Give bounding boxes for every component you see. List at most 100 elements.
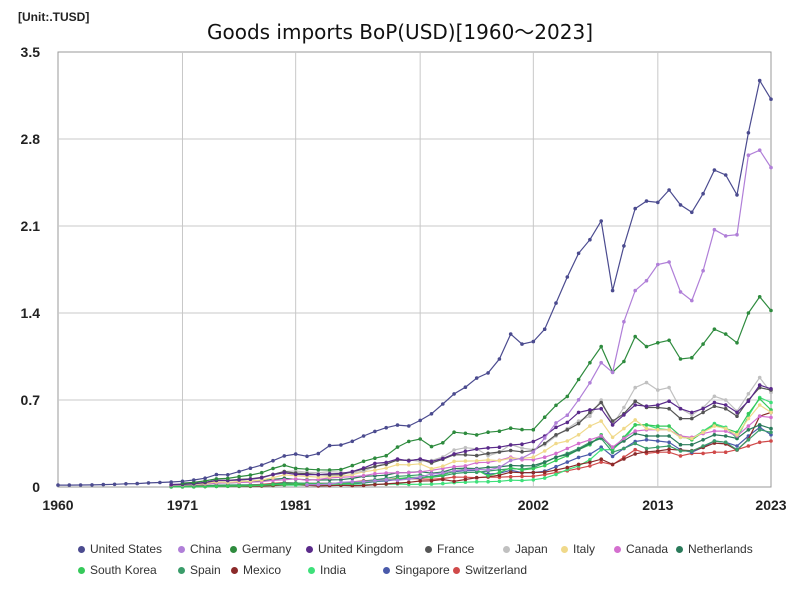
data-point-italy bbox=[418, 462, 423, 466]
data-point-united-states bbox=[248, 466, 253, 471]
data-point-united-kingdom bbox=[339, 471, 343, 476]
data-point-singapore bbox=[599, 445, 603, 450]
data-point-china bbox=[531, 450, 536, 454]
data-point-mexico bbox=[588, 460, 592, 465]
data-point-canada bbox=[373, 471, 377, 476]
data-point-united-states bbox=[180, 479, 185, 484]
data-point-united-states bbox=[226, 473, 230, 477]
data-point-germany bbox=[757, 295, 762, 299]
data-point-italy bbox=[769, 410, 773, 415]
data-point-italy bbox=[384, 466, 389, 470]
data-point-mexico bbox=[576, 462, 581, 467]
data-point-japan bbox=[723, 398, 728, 402]
data-point-italy bbox=[486, 458, 490, 462]
data-point-italy bbox=[701, 430, 705, 435]
data-point-united-kingdom bbox=[463, 449, 468, 454]
data-point-united-states bbox=[169, 480, 173, 484]
legend-item-south-korea: South Korea bbox=[78, 563, 157, 577]
data-point-india bbox=[542, 476, 547, 480]
data-point-united-states bbox=[622, 244, 626, 248]
data-point-singapore bbox=[769, 433, 773, 437]
legend-label: Japan bbox=[515, 542, 548, 556]
data-point-china bbox=[418, 475, 423, 479]
data-point-germany bbox=[701, 342, 705, 346]
data-point-china bbox=[520, 456, 524, 461]
data-point-switzerland bbox=[667, 450, 671, 455]
series-germany bbox=[180, 295, 773, 485]
data-point-germany bbox=[678, 357, 683, 361]
data-point-india bbox=[418, 482, 423, 487]
data-point-china bbox=[373, 479, 377, 483]
data-point-spain bbox=[644, 446, 649, 451]
data-point-france bbox=[554, 433, 558, 437]
data-point-united-states bbox=[124, 482, 128, 486]
data-point-italy bbox=[576, 433, 581, 437]
data-point-united-states bbox=[90, 483, 94, 487]
data-point-india bbox=[554, 472, 558, 477]
legend-marker bbox=[425, 545, 432, 553]
data-point-china bbox=[769, 165, 773, 170]
legend-marker bbox=[78, 566, 85, 574]
data-point-india bbox=[441, 481, 445, 486]
unit-label: [Unit:.TUSD] bbox=[18, 10, 90, 24]
data-point-switzerland bbox=[769, 439, 773, 443]
data-point-switzerland bbox=[746, 444, 751, 448]
data-point-mexico bbox=[407, 480, 411, 485]
data-point-france bbox=[576, 421, 581, 426]
data-point-netherlands bbox=[588, 441, 592, 446]
data-point-united-kingdom bbox=[395, 457, 400, 461]
data-point-switzerland bbox=[633, 447, 637, 452]
data-point-italy bbox=[271, 475, 275, 480]
data-point-united-kingdom bbox=[769, 387, 773, 391]
data-point-japan bbox=[667, 385, 671, 390]
data-point-united-states bbox=[576, 251, 581, 256]
data-point-united-kingdom bbox=[305, 472, 309, 477]
data-point-germany bbox=[486, 430, 490, 435]
data-point-united-states bbox=[723, 173, 728, 177]
data-point-united-kingdom bbox=[622, 413, 626, 417]
data-point-south-korea bbox=[429, 475, 434, 480]
data-point-united-states bbox=[735, 193, 739, 197]
data-point-south-korea bbox=[610, 447, 615, 452]
legend-item-netherlands: Netherlands bbox=[676, 542, 753, 556]
data-point-united-states bbox=[644, 199, 649, 203]
data-point-canada bbox=[463, 464, 468, 468]
legend-item-singapore: Singapore bbox=[383, 563, 450, 577]
data-point-china bbox=[678, 290, 683, 294]
data-point-switzerland bbox=[576, 466, 581, 471]
data-point-germany bbox=[429, 444, 434, 449]
data-point-canada bbox=[361, 473, 366, 478]
legend-label: Germany bbox=[242, 542, 292, 556]
data-point-india bbox=[474, 480, 479, 484]
data-point-italy bbox=[407, 463, 411, 467]
data-point-united-states bbox=[339, 443, 343, 447]
data-point-spain bbox=[757, 428, 762, 432]
data-point-united-kingdom bbox=[757, 383, 762, 387]
data-point-china bbox=[486, 468, 490, 472]
data-point-spain bbox=[746, 438, 751, 442]
data-point-united-kingdom bbox=[384, 460, 389, 465]
data-point-italy bbox=[565, 439, 570, 443]
data-point-spain bbox=[723, 440, 728, 445]
y-tick-label: 2.1 bbox=[21, 218, 41, 234]
data-point-mexico bbox=[599, 457, 603, 462]
data-point-united-states bbox=[135, 481, 139, 486]
series-italy bbox=[169, 403, 773, 487]
grid-lines bbox=[58, 52, 771, 487]
data-point-italy bbox=[667, 428, 671, 432]
data-point-italy bbox=[463, 459, 468, 463]
data-point-germany bbox=[576, 377, 581, 382]
data-point-mexico bbox=[361, 483, 366, 488]
data-point-canada bbox=[452, 464, 456, 469]
data-point-china bbox=[554, 421, 558, 425]
data-point-france bbox=[542, 441, 547, 446]
data-point-switzerland bbox=[701, 451, 705, 456]
data-point-united-states bbox=[271, 458, 275, 463]
data-point-mexico bbox=[554, 468, 558, 472]
legend-item-india: India bbox=[308, 563, 346, 577]
data-point-canada bbox=[588, 438, 592, 442]
data-point-united-kingdom bbox=[248, 477, 253, 482]
data-point-germany bbox=[735, 341, 739, 345]
data-point-singapore bbox=[565, 460, 570, 464]
